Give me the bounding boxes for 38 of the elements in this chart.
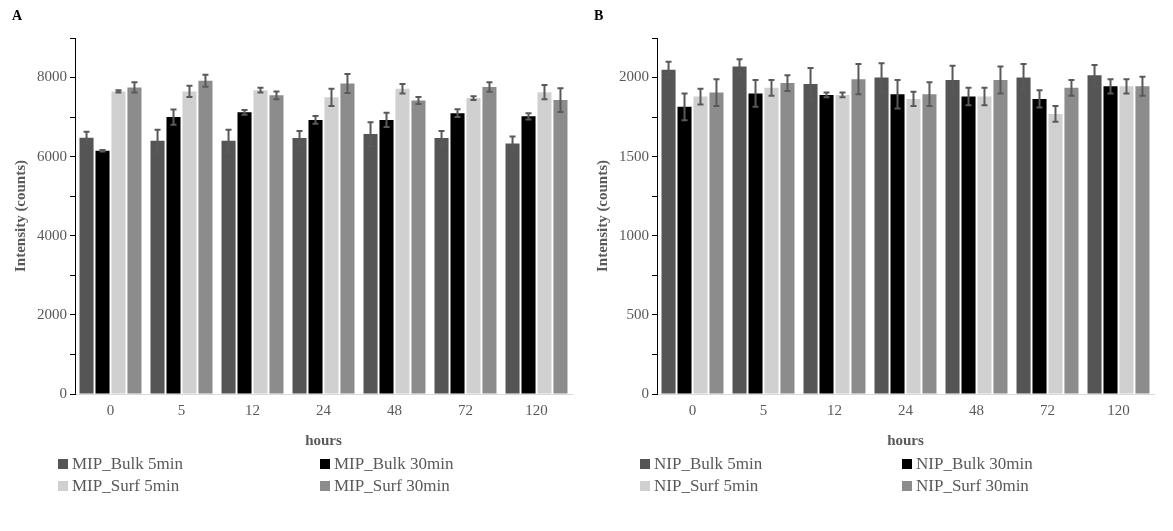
y-tick-label: 500 (626, 305, 649, 322)
x-tick-label: 12 (827, 401, 842, 418)
legend-label: MIP_Surf 5min (72, 476, 180, 496)
x-tick-label: 24 (898, 401, 914, 418)
y-axis-title: Intensity (counts) (593, 159, 611, 273)
y-tick-label: 0 (641, 384, 649, 401)
y-tick-label: 0 (59, 384, 67, 401)
x-axis-title: hours (305, 431, 342, 448)
x-tick-label: 72 (1040, 401, 1055, 418)
chart-title: B (593, 8, 605, 25)
legend-label: NIP_Surf 5min (654, 476, 759, 496)
x-tick-label: 0 (688, 401, 697, 418)
y-tick-label: 6000 (37, 147, 67, 164)
legend-label: NIP_Bulk 30min (916, 454, 1033, 474)
legend-label: MIP_Bulk 30min (334, 454, 454, 474)
y-tick-label: 4000 (37, 226, 67, 243)
x-tick-label: 120 (525, 401, 548, 418)
x-tick-label: 72 (458, 401, 473, 418)
legend-label: MIP_Bulk 5min (72, 454, 183, 474)
x-tick-label: 0 (106, 401, 115, 418)
legend-label: NIP_Surf 30min (916, 476, 1029, 496)
x-tick-label: 5 (759, 401, 768, 418)
y-axis-title: Intensity (counts) (11, 159, 29, 273)
y-tick-label: 2000 (619, 68, 649, 85)
chart-title: A (11, 8, 24, 25)
y-tick-label: 2000 (37, 305, 67, 322)
y-tick-label: 1000 (619, 226, 649, 243)
x-tick-label: 48 (387, 401, 402, 418)
x-tick-label: 24 (316, 401, 332, 418)
x-tick-label: 12 (245, 401, 260, 418)
x-tick-label: 120 (1107, 401, 1130, 418)
y-tick-label: 1500 (619, 147, 649, 164)
legend-label: NIP_Bulk 5min (654, 454, 763, 474)
x-tick-label: 48 (969, 401, 984, 418)
legend-label: MIP_Surf 30min (334, 476, 450, 496)
x-axis-title: hours (887, 431, 924, 448)
y-tick-label: 8000 (37, 68, 67, 85)
x-tick-label: 5 (177, 401, 186, 418)
